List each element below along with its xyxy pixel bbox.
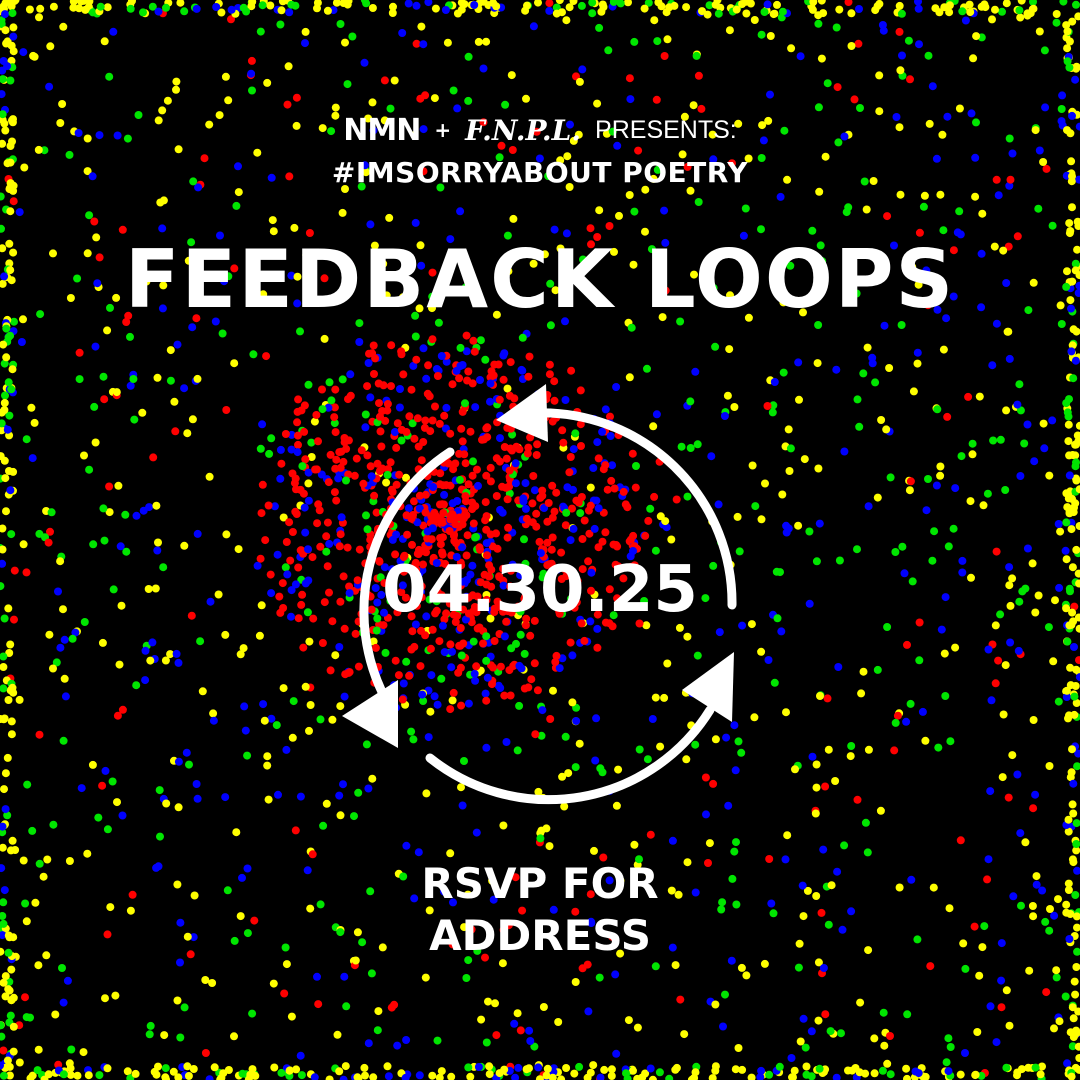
presents-label: PRESENTS: bbox=[595, 115, 737, 144]
series-title: #IMSORRYABOUT POETRY bbox=[331, 156, 749, 189]
rsvp-line-2: ADDRESS bbox=[429, 911, 651, 960]
rsvp-note: RSVP FOR ADDRESS bbox=[0, 858, 1080, 962]
fnpl-logo: F.N.P.L. bbox=[465, 113, 582, 147]
cycle-arc-top bbox=[529, 408, 737, 610]
refresh-cycle-icon bbox=[342, 384, 737, 805]
event-date: 04.30.25 bbox=[382, 553, 698, 627]
presenters-line: NMN + F.N.P.L. PRESENTS: bbox=[0, 110, 1080, 150]
nmn-logo: NMN bbox=[343, 112, 421, 148]
cycle-arrowhead-bottom-right bbox=[682, 652, 734, 722]
cycle-arc-left bbox=[359, 447, 455, 705]
cycle-arrowhead-left bbox=[342, 680, 398, 748]
cycle-arrowhead-top bbox=[496, 384, 548, 442]
event-title: FEEDBACK LOOPS bbox=[124, 233, 956, 326]
cycle-arc-bottom bbox=[425, 705, 715, 805]
rsvp-line-1: RSVP FOR bbox=[421, 859, 659, 908]
plus-sign: + bbox=[434, 118, 452, 142]
